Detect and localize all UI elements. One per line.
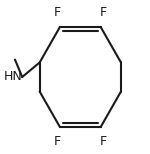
Text: F: F — [100, 135, 107, 148]
Text: HN: HN — [3, 71, 22, 83]
Text: F: F — [54, 6, 61, 19]
Text: F: F — [100, 6, 107, 19]
Text: F: F — [54, 135, 61, 148]
